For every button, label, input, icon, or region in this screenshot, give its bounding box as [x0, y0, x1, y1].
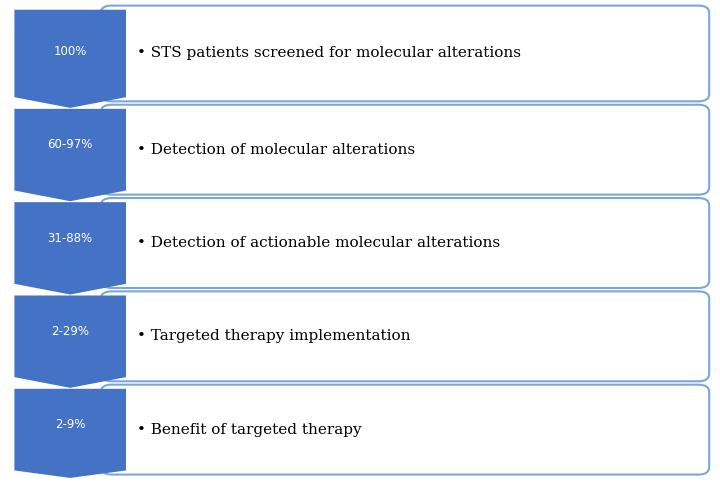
FancyBboxPatch shape: [101, 104, 709, 194]
Text: 100%: 100%: [53, 45, 87, 58]
Polygon shape: [14, 10, 126, 108]
Polygon shape: [14, 202, 126, 295]
Text: 2-9%: 2-9%: [55, 418, 86, 431]
Polygon shape: [14, 109, 126, 201]
FancyBboxPatch shape: [101, 385, 709, 474]
Polygon shape: [14, 389, 126, 478]
Text: • Benefit of targeted therapy: • Benefit of targeted therapy: [137, 423, 361, 436]
Text: 60-97%: 60-97%: [48, 139, 93, 151]
Text: 2-29%: 2-29%: [51, 325, 89, 338]
FancyBboxPatch shape: [101, 292, 709, 382]
Polygon shape: [14, 295, 126, 388]
Text: • Detection of molecular alterations: • Detection of molecular alterations: [137, 143, 415, 156]
Text: • STS patients screened for molecular alterations: • STS patients screened for molecular al…: [137, 47, 521, 60]
Text: • Detection of actionable molecular alterations: • Detection of actionable molecular alte…: [137, 236, 500, 250]
FancyBboxPatch shape: [101, 198, 709, 288]
FancyBboxPatch shape: [101, 5, 709, 102]
Text: 31-88%: 31-88%: [48, 232, 93, 244]
Text: • Targeted therapy implementation: • Targeted therapy implementation: [137, 330, 410, 343]
